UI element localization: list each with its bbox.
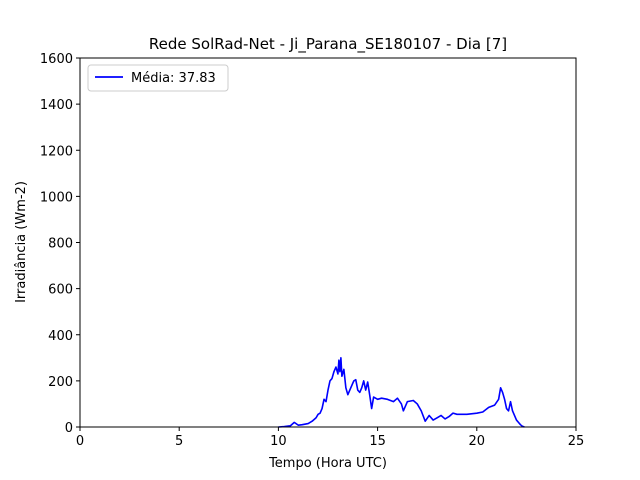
- x-axis-label: Tempo (Hora UTC): [268, 456, 387, 471]
- y-tick-label: 1000: [40, 190, 73, 205]
- chart-title: Rede SolRad-Net - Ji_Parana_SE180107 - D…: [149, 35, 507, 54]
- y-tick-label: 1600: [40, 52, 73, 67]
- series-line: [278, 357, 525, 428]
- y-axis-ticks: 0 200 400 600 800 1000 1200 1400 1600: [40, 52, 80, 436]
- x-tick-label: 25: [568, 434, 585, 449]
- legend: Média: 37.83: [87, 64, 229, 92]
- x-tick-label: 15: [369, 434, 386, 449]
- x-tick-label: 10: [270, 434, 287, 449]
- x-tick-label: 0: [76, 434, 84, 449]
- y-tick-label: 1400: [40, 98, 73, 113]
- x-axis-ticks: 0 5 10 15 20 25: [76, 427, 584, 449]
- y-tick-label: 1200: [40, 144, 73, 159]
- legend-entry-label: Média: 37.83: [131, 71, 216, 86]
- x-tick-label: 5: [175, 434, 183, 449]
- y-tick-label: 200: [48, 375, 73, 390]
- y-axis-label: Irradiância (Wm-2): [14, 181, 29, 303]
- y-tick-label: 400: [48, 329, 73, 344]
- plot-series: [278, 357, 525, 428]
- legend-box: [87, 64, 229, 92]
- x-tick-label: 20: [469, 434, 486, 449]
- y-tick-label: 800: [48, 237, 73, 252]
- y-tick-label: 600: [48, 283, 73, 298]
- y-tick-label: 0: [65, 421, 73, 436]
